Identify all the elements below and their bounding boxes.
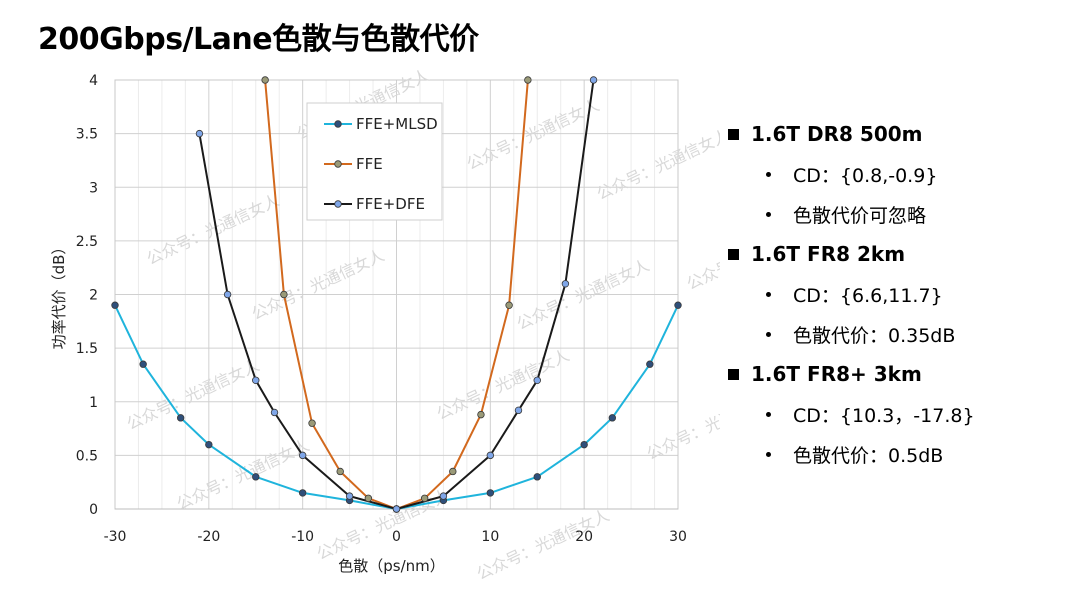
legend-box — [306, 102, 443, 221]
data-point — [205, 440, 213, 449]
data-point — [252, 473, 260, 481]
series-points — [111, 76, 682, 513]
watermark-text: 公众号：光通信女人 — [644, 386, 720, 464]
note-item: CD：{6.6,11.7} — [793, 284, 943, 307]
legend-marker — [334, 200, 342, 208]
x-tick-label: 20 — [575, 529, 593, 545]
data-point — [608, 414, 617, 422]
section-heading: 1.6T FR8 2km — [751, 242, 906, 266]
x-axis-title: 色散（ps/nm） — [338, 557, 445, 575]
y-tick-label: 4 — [89, 73, 98, 89]
x-tick-label: -20 — [197, 529, 220, 545]
dispersion-penalty-chart: 公众号：光通信女人公众号：光通信女人公众号：光通信女人公众号：光通信女人公众号：… — [50, 66, 720, 584]
y-tick-label: 3.5 — [76, 127, 98, 143]
data-point — [580, 440, 588, 449]
data-point — [195, 129, 204, 138]
data-point — [336, 467, 344, 476]
chart-legend: FFE+MLSD FFE FFE+DFE — [306, 102, 443, 221]
square-bullet-icon — [728, 248, 739, 260]
watermark-text: 公众号：光通信女人 — [434, 346, 573, 424]
x-tick-label: 30 — [669, 529, 687, 545]
data-point — [298, 489, 307, 497]
bullet-dot-icon — [766, 171, 771, 177]
y-tick-label: 1.5 — [76, 341, 98, 357]
bullet-dot-icon — [766, 451, 771, 457]
data-point — [176, 414, 185, 422]
y-tick-label: 3 — [89, 180, 98, 196]
x-tick-label: -10 — [291, 529, 314, 545]
page-title: 200Gbps/Lane色散与色散代价 — [38, 22, 479, 57]
bullet-dot-icon — [766, 411, 771, 417]
data-point — [139, 360, 147, 368]
bullet-dot-icon — [766, 211, 771, 217]
note-item: 色散代价可忽略 — [793, 204, 927, 227]
data-point — [561, 280, 570, 288]
data-point — [524, 76, 532, 84]
data-point — [223, 290, 232, 299]
legend-label: FFE+DFE — [356, 195, 425, 213]
data-point — [308, 419, 316, 427]
data-point — [420, 494, 429, 502]
legend-marker — [334, 120, 342, 128]
bullet-dot-icon — [766, 291, 771, 297]
note-item: CD：{10.3，-17.8} — [793, 404, 975, 427]
bullet-dot-icon — [766, 331, 771, 337]
square-bullet-icon — [728, 128, 739, 140]
legend-label: FFE — [356, 155, 383, 173]
watermark-text: 公众号：光通信女人 — [684, 216, 720, 294]
notes-panel: 1.6T DR8 500m CD：{0.8,-0.9} 色散代价可忽略 1.6T… — [728, 114, 1068, 474]
data-point — [449, 467, 457, 476]
data-point — [533, 473, 541, 481]
note-item: 色散代价：0.35dB — [793, 324, 956, 347]
data-point — [646, 360, 654, 368]
y-tick-label: 0 — [89, 502, 98, 518]
note-section-fr8-plus: 1.6T FR8+ 3km CD：{10.3，-17.8} 色散代价：0.5dB — [728, 354, 1068, 474]
data-point — [392, 505, 401, 513]
data-point — [477, 410, 485, 419]
data-point — [505, 301, 513, 309]
y-tick-label: 1 — [89, 395, 98, 411]
watermark-text: 公众号：光通信女人 — [594, 126, 720, 204]
data-point — [345, 492, 354, 500]
note-item: 色散代价：0.5dB — [793, 444, 944, 467]
y-tick-label: 2.5 — [76, 234, 98, 250]
legend-marker — [334, 160, 342, 168]
note-item: CD：{0.8,-0.9} — [793, 164, 938, 187]
data-point — [486, 451, 495, 460]
data-point — [298, 451, 307, 460]
x-tick-label: 10 — [481, 529, 499, 545]
data-point — [111, 301, 119, 309]
watermark-text: 公众号：光通信女人 — [174, 436, 313, 514]
data-point — [280, 290, 288, 299]
section-heading: 1.6T FR8+ 3km — [751, 362, 922, 386]
square-bullet-icon — [728, 368, 739, 380]
data-point — [589, 76, 598, 84]
y-axis-title: 功率代价（dB） — [50, 240, 68, 350]
x-tick-label: -30 — [104, 529, 127, 545]
data-point — [252, 376, 260, 384]
axis-tick-labels: -30 -20 -10 0 10 20 30 0 0.5 1 1.5 2 2.5 3 3.5 4 — [76, 73, 687, 545]
section-heading: 1.6T DR8 500m — [751, 122, 923, 146]
watermark-text: 公众号：光通信女人 — [249, 246, 388, 324]
legend-label: FFE+MLSD — [356, 115, 438, 133]
data-point — [364, 494, 373, 502]
data-point — [439, 492, 448, 500]
data-point — [486, 489, 495, 497]
data-point — [514, 406, 523, 415]
note-section-fr8: 1.6T FR8 2km CD：{6.6,11.7} 色散代价：0.35dB — [728, 234, 1068, 354]
note-section-dr8: 1.6T DR8 500m CD：{0.8,-0.9} 色散代价可忽略 — [728, 114, 1068, 234]
data-point — [533, 376, 541, 384]
data-point — [674, 301, 682, 309]
data-point — [270, 408, 279, 417]
watermark-text: 公众号：光通信女人 — [144, 191, 283, 269]
data-point — [261, 76, 269, 84]
x-tick-label: 0 — [392, 529, 401, 545]
y-tick-label: 2 — [89, 288, 98, 304]
y-tick-label: 0.5 — [76, 448, 98, 464]
